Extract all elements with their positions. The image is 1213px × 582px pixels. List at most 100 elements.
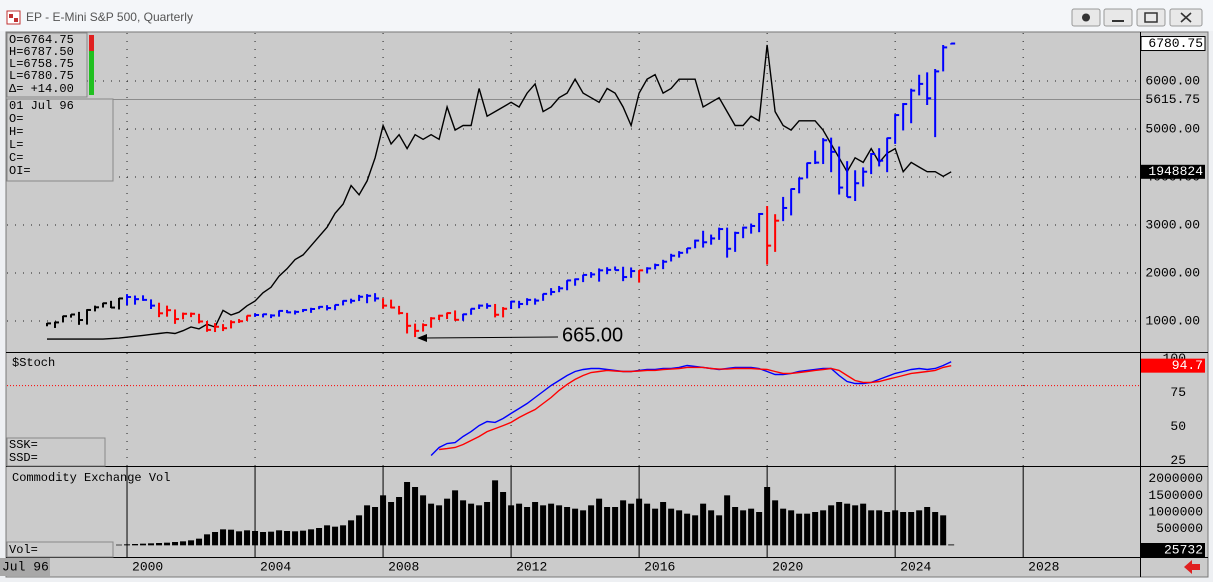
volume-bar: [860, 503, 867, 546]
volume-bar: [492, 480, 499, 546]
volume-bar: [876, 510, 883, 546]
volume-bar: [836, 502, 843, 546]
volume-bar: [148, 543, 155, 546]
volume-bar: [260, 532, 267, 546]
date-line: 01 Jul 96: [9, 99, 74, 113]
volume-bar: [188, 540, 195, 546]
volume-bar: [756, 512, 763, 546]
volume-bar: [236, 531, 243, 546]
x-tick-label: 2024: [900, 559, 931, 574]
date-line: C=: [9, 151, 23, 165]
volume-bar: [244, 530, 251, 546]
date-box: [6, 98, 114, 182]
chart-area: [5, 31, 1209, 578]
volume-bar: [700, 503, 707, 546]
date-line: O=: [9, 112, 23, 126]
volume-bar: [332, 526, 339, 546]
y-tick-label: 3000.00: [1145, 217, 1200, 232]
volume-bar: [908, 512, 915, 546]
scroll-arrow[interactable]: [1184, 560, 1200, 574]
y-tick-label: 1000000: [1148, 504, 1203, 519]
volume-bar: [172, 542, 179, 546]
maximize-icon: [1144, 12, 1158, 23]
x-tick-label: 2000: [132, 559, 163, 574]
volume-bar: [532, 502, 539, 546]
volume-bar: [204, 534, 211, 546]
minimize-button[interactable]: [1103, 8, 1133, 27]
annotation-arrow: [423, 336, 559, 339]
pane-title: $Stoch: [12, 356, 55, 370]
volume-bar: [116, 544, 123, 546]
volume-bar: [564, 507, 571, 546]
volume-bar: [732, 507, 739, 546]
y-tick-label: 6000.00: [1145, 73, 1200, 88]
volume-bar: [740, 510, 747, 546]
volume-bar: [692, 515, 699, 546]
volume-bar: [340, 525, 347, 546]
volume-bar: [812, 512, 819, 546]
stochastic-line: [430, 361, 952, 456]
volume-bar: [684, 513, 691, 546]
volume-bar: [780, 508, 787, 546]
volume-bar: [356, 515, 363, 546]
y-tick-label: 5000.00: [1145, 121, 1200, 136]
volume-bar: [212, 532, 219, 546]
legend-entry: Vol=: [9, 543, 38, 557]
last-price-box: [1140, 36, 1206, 52]
volume-bar: [524, 507, 531, 546]
quote-gauge-red: [89, 35, 94, 51]
volume-bar: [460, 500, 467, 546]
x-tick-label: 2012: [516, 559, 547, 574]
volume-bar: [588, 505, 595, 546]
volume-bar: [276, 530, 283, 546]
volume-bar: [180, 541, 187, 546]
quote-line: H=6787.50: [9, 45, 74, 59]
volume-bar: [292, 531, 299, 546]
volume-bar: [844, 503, 851, 546]
open-interest-label: 1948824: [1148, 164, 1203, 179]
volume-bar: [124, 544, 131, 546]
app-icon-mark: [14, 18, 18, 22]
volume-bar: [540, 505, 547, 546]
volume-bar: [556, 505, 563, 546]
volume-bar: [884, 512, 891, 546]
quote-line: O=6764.75: [9, 33, 74, 47]
volume-bar: [508, 505, 515, 546]
y-tick-label: 2000000: [1148, 471, 1203, 486]
y-tick-label: 50: [1170, 419, 1186, 434]
volume-bar: [900, 512, 907, 546]
title-bar: [0, 0, 1213, 31]
legend-entry: SSK=: [9, 438, 38, 452]
legend-box: [6, 437, 106, 467]
volume-bar: [404, 482, 411, 546]
last-volume-label: 25732: [1164, 542, 1203, 557]
volume-bar: [252, 531, 259, 546]
y-tick-label: 25: [1170, 453, 1186, 468]
y-tick-label: 1000.00: [1145, 313, 1200, 328]
volume-bar: [452, 490, 459, 546]
volume-bar: [644, 503, 651, 546]
close-icon: [1180, 12, 1192, 23]
x-tick-label: 2028: [1028, 559, 1059, 574]
x-tick-label: 2008: [388, 559, 419, 574]
volume-bar: [284, 531, 291, 546]
volume-bar: [932, 512, 939, 546]
maximize-button[interactable]: [1136, 8, 1166, 27]
volume-bar: [668, 508, 675, 546]
volume-bar: [852, 505, 859, 546]
volume-bar: [788, 510, 795, 546]
quote-gauge-green: [89, 51, 94, 95]
volume-bar: [500, 492, 507, 546]
volume-bar: [516, 503, 523, 546]
volume-bar: [572, 508, 579, 546]
volume-bar: [868, 510, 875, 546]
pin-icon: [1082, 13, 1090, 22]
volume-bar: [628, 503, 635, 546]
date-line: L=: [9, 138, 23, 152]
volume-bar: [772, 500, 779, 546]
volume-bar: [620, 500, 627, 546]
volume-bar: [748, 508, 755, 546]
volume-bar: [196, 538, 203, 546]
volume-bar: [892, 510, 899, 546]
quote-box: [6, 32, 88, 98]
